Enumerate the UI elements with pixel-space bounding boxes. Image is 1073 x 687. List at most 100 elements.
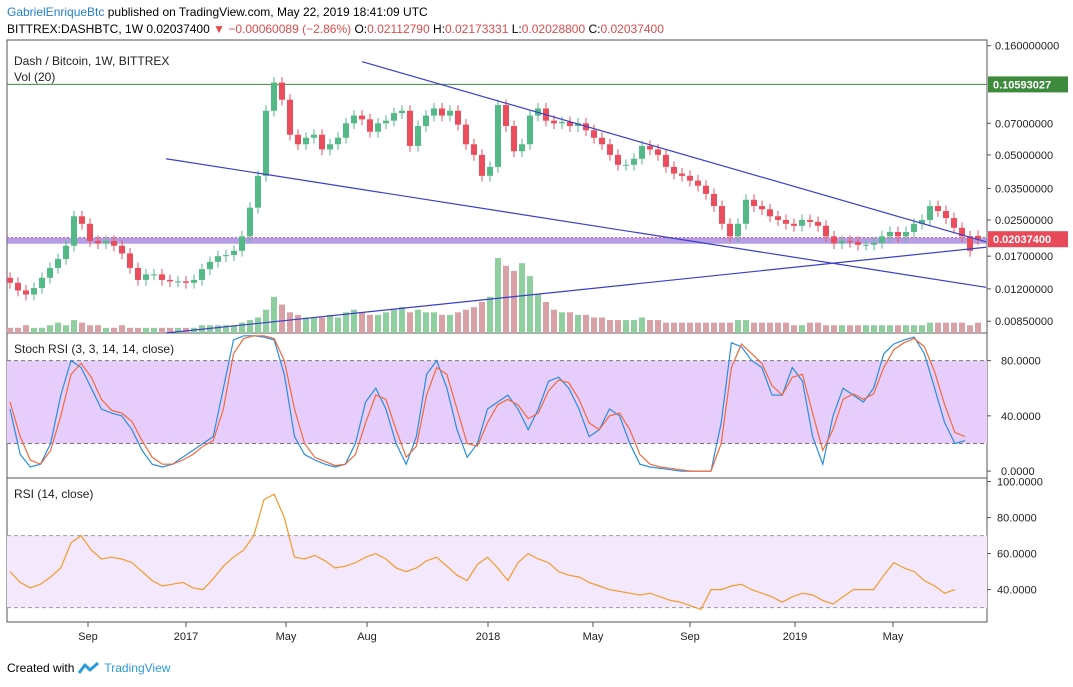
candle-body bbox=[943, 211, 949, 219]
volume-bar bbox=[439, 314, 445, 333]
volume-bar bbox=[847, 325, 853, 333]
candle-body bbox=[231, 250, 237, 256]
volume-bar bbox=[623, 320, 629, 333]
candle-body bbox=[679, 173, 685, 176]
author-link[interactable]: GabrielEnriqueBtc bbox=[7, 5, 105, 19]
volume-bar bbox=[31, 327, 37, 333]
candle-body bbox=[911, 223, 917, 232]
volume-bar bbox=[959, 322, 965, 333]
volume-bar bbox=[87, 325, 93, 333]
candle-body bbox=[559, 121, 565, 124]
volume-bar bbox=[871, 325, 877, 333]
candle-body bbox=[311, 134, 317, 138]
volume-bar bbox=[295, 314, 301, 333]
volume-bar bbox=[271, 296, 277, 333]
candle-body bbox=[463, 124, 469, 145]
volume-bar bbox=[207, 325, 213, 333]
volume-bar bbox=[839, 325, 845, 333]
volume-bar bbox=[719, 322, 725, 333]
volume-bar bbox=[935, 322, 941, 333]
volume-bar bbox=[967, 325, 973, 333]
volume-bar bbox=[575, 314, 581, 333]
down-triangle-icon: ▼ bbox=[213, 22, 225, 36]
candle-body bbox=[127, 253, 133, 268]
volume-label: Vol (20) bbox=[14, 70, 55, 84]
time-tick-label: Aug bbox=[357, 631, 377, 643]
candle-body bbox=[703, 185, 709, 194]
candle-body bbox=[687, 175, 693, 181]
time-tick-label: 2017 bbox=[174, 631, 198, 643]
candle-body bbox=[223, 255, 229, 257]
candle-body bbox=[951, 218, 957, 228]
volume-bar bbox=[559, 312, 565, 333]
volume-bar bbox=[247, 320, 253, 333]
candle-body bbox=[527, 115, 533, 145]
candle-body bbox=[63, 245, 69, 259]
volume-bar bbox=[23, 325, 29, 333]
candle-body bbox=[207, 261, 213, 270]
high-label: H: bbox=[432, 22, 445, 36]
volume-bar bbox=[743, 320, 749, 333]
volume-bar bbox=[503, 265, 509, 333]
candle-body bbox=[15, 282, 21, 291]
time-tick-label: 2019 bbox=[783, 631, 807, 643]
candle-body bbox=[471, 144, 477, 155]
volume-bar bbox=[943, 322, 949, 333]
candle-body bbox=[967, 236, 973, 251]
candle-body bbox=[823, 225, 829, 237]
trendline-0 bbox=[361, 61, 987, 243]
footer: Created with TradingView bbox=[7, 661, 170, 675]
candle-body bbox=[175, 281, 181, 283]
created-with-label: Created with bbox=[7, 661, 75, 675]
candle-body bbox=[855, 241, 861, 245]
volume-bar bbox=[527, 276, 533, 333]
candle-body bbox=[103, 240, 109, 244]
volume-bar bbox=[799, 325, 805, 333]
level-label: 0.10593027 bbox=[993, 79, 1051, 91]
candle-body bbox=[487, 166, 493, 176]
close-label: C: bbox=[588, 22, 601, 36]
candle-body bbox=[919, 219, 925, 224]
volume-bar bbox=[767, 322, 773, 333]
candle-body bbox=[319, 134, 325, 150]
volume-bar bbox=[263, 309, 269, 333]
candle-body bbox=[775, 216, 781, 220]
volume-bar bbox=[431, 312, 437, 333]
time-tick-label: May bbox=[583, 631, 604, 643]
stoch-d-line bbox=[9, 335, 966, 472]
candle-body bbox=[303, 137, 309, 145]
candle-body bbox=[167, 279, 173, 282]
candle-body bbox=[271, 82, 277, 111]
candle-body bbox=[71, 216, 77, 246]
volume-bar bbox=[55, 322, 61, 333]
volume-bar bbox=[639, 317, 645, 333]
price-tick-label: 0.05000000 bbox=[995, 150, 1053, 162]
volume-bar bbox=[151, 327, 157, 333]
volume-bar bbox=[423, 312, 429, 333]
candle-body bbox=[143, 274, 149, 280]
volume-bar bbox=[911, 325, 917, 333]
volume-bar bbox=[823, 325, 829, 333]
time-tick-label: Sep bbox=[680, 631, 700, 643]
price-tick-label: 0.07000000 bbox=[995, 118, 1053, 130]
volume-bar bbox=[727, 322, 733, 333]
candle-body bbox=[55, 258, 61, 268]
stoch-k-line bbox=[9, 335, 966, 472]
tradingview-brand[interactable]: TradingView bbox=[104, 661, 171, 675]
volume-bar bbox=[383, 312, 389, 333]
stoch-tick-label: 80.0000 bbox=[1001, 356, 1041, 368]
volume-bar bbox=[543, 301, 549, 333]
candle-body bbox=[671, 166, 677, 174]
open-label: O: bbox=[354, 22, 368, 36]
candle-body bbox=[31, 288, 37, 295]
volume-bar bbox=[695, 322, 701, 333]
price-tick-label: 0.02500000 bbox=[995, 215, 1053, 227]
time-tick-label: May bbox=[276, 631, 297, 643]
candle-body bbox=[327, 144, 333, 150]
candle-body bbox=[383, 120, 389, 124]
rsi-tick-label: 80.0000 bbox=[997, 513, 1037, 525]
candle-body bbox=[391, 113, 397, 121]
candle-body bbox=[663, 154, 669, 167]
symbol-label: BITTREX:DASHBTC, 1W bbox=[7, 22, 144, 36]
